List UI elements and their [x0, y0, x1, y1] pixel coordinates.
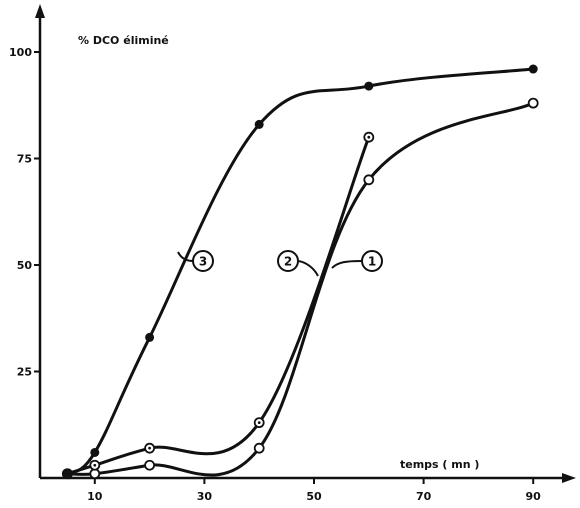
y-tick-label: 50	[17, 259, 33, 272]
x-tick-label: 90	[526, 490, 542, 503]
series-3-point	[364, 81, 374, 91]
y-tick-label: 75	[17, 153, 32, 166]
label-1-leader	[331, 260, 363, 269]
series-3-line	[66, 67, 534, 476]
point-dot	[367, 135, 371, 139]
point-dot	[93, 463, 97, 467]
label-3-text: 3	[199, 255, 207, 269]
series-3-point	[90, 447, 100, 457]
y-axis-arrow	[35, 4, 45, 18]
label-2-badge	[277, 250, 299, 272]
series-1-line	[67, 101, 534, 477]
x-axis-arrow	[562, 473, 576, 483]
label-3-leader	[177, 251, 194, 262]
label-3-badge	[192, 250, 214, 272]
x-tick-label: 30	[197, 490, 213, 503]
series-1-point	[363, 174, 375, 186]
x-tick-label: 50	[306, 490, 322, 503]
x-tick-label: 10	[87, 490, 103, 503]
series-1-point	[253, 442, 265, 454]
point-dot	[257, 421, 261, 425]
point-dot	[148, 446, 152, 450]
y-tick-label: 100	[9, 46, 32, 59]
series-1-point	[527, 97, 539, 109]
series-2-point	[144, 442, 156, 454]
series-3-point	[62, 469, 72, 479]
series-3-point	[528, 64, 538, 74]
y-tick-label: 25	[17, 366, 32, 379]
label-2-leader	[297, 260, 319, 277]
x-axis-title: temps ( mn )	[400, 458, 479, 471]
series-2-point	[253, 417, 265, 429]
series-1-point	[144, 459, 156, 471]
label-1-badge	[361, 250, 383, 272]
curve-labels: 1 2 3	[177, 250, 383, 277]
axes: 25 50 75 100 10 30 50 70 90	[9, 4, 576, 503]
y-axis-title: % DCO éliminé	[78, 34, 169, 47]
series-3-point	[145, 332, 155, 342]
series-2-point	[89, 459, 101, 471]
curves	[66, 67, 534, 477]
series-2-point	[363, 131, 375, 143]
series-3-point	[254, 119, 264, 129]
label-1-text: 1	[368, 255, 376, 269]
label-2-text: 2	[284, 255, 292, 269]
markers	[62, 64, 539, 480]
x-tick-label: 70	[416, 490, 432, 503]
